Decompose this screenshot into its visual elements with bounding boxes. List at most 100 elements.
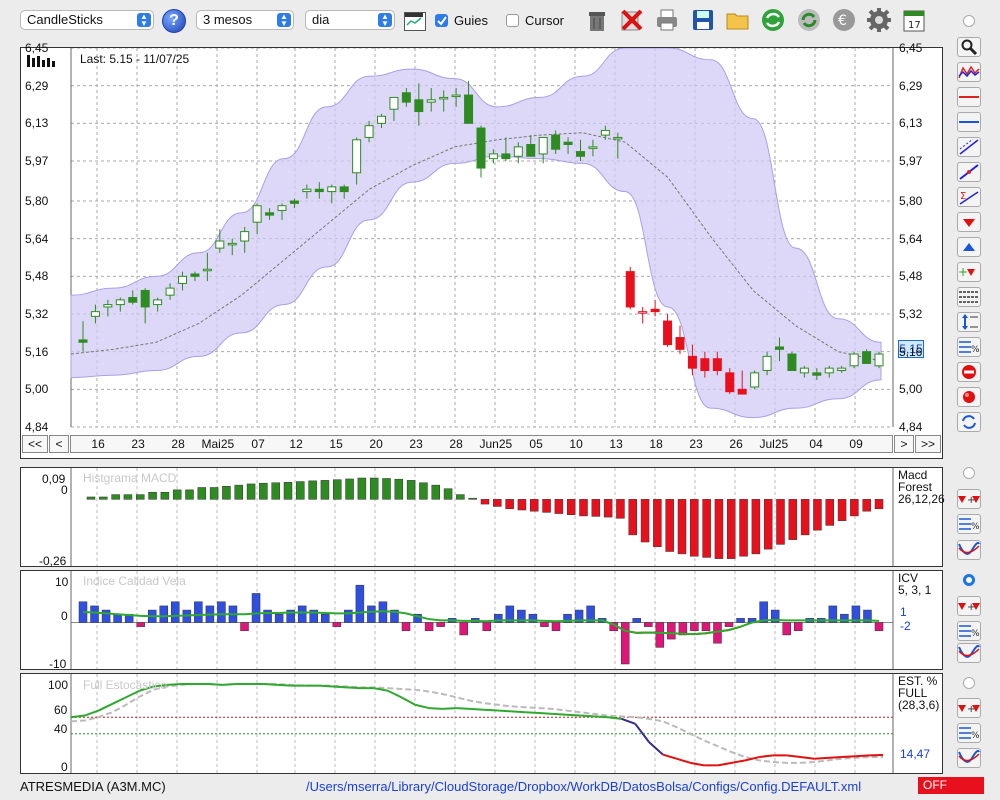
icv-bar [309,609,318,623]
icv-bar [770,609,780,623]
panel-radio-icv[interactable] [963,574,975,586]
icv-bar [782,622,791,636]
nav-last-button[interactable]: >> [915,435,941,453]
chart-window-icon[interactable] [404,12,426,31]
date-tick: 13 [609,437,623,451]
stochastic-signal-line [70,683,883,764]
percent-scale-icon[interactable]: % [957,621,981,641]
stochastic-chart-svg[interactable] [21,674,942,773]
add-signal-icon[interactable]: + [957,262,981,282]
delete-red-x-icon[interactable] [620,8,644,32]
settings-gear-icon[interactable] [867,8,891,32]
icv-legend-line: 5, 3, 1 [898,583,932,597]
indicator-curve-icon[interactable] [957,748,981,768]
icv-bar [482,622,492,632]
help-button[interactable]: ? [162,9,186,33]
trendline-tool-icon[interactable] [957,162,981,182]
icv-bar [355,584,365,623]
candle-body [302,188,312,193]
macd-bar [837,499,847,521]
svg-text:%: % [971,731,979,741]
icv-chart-svg[interactable] [21,571,942,669]
sell-arrow-icon[interactable] [957,212,981,232]
candle-body [265,212,275,216]
compare-chart-icon[interactable] [957,62,981,82]
panel-radio-stochastic[interactable] [963,677,975,689]
date-axis[interactable]: 16 23 28 Mai25 07 12 15 20 23 28 Jun25 05 10 13 18 23 26… [70,435,893,453]
horizontal-line-red-icon[interactable] [957,87,981,107]
panel-radio-macd[interactable] [963,467,975,479]
stochastic-line-segment [277,683,292,687]
price-ytick-right: 6,45 [899,41,923,55]
macd-bar [751,499,761,555]
swap-arrows-icon[interactable] [957,412,981,432]
date-tick: Jul25 [759,437,789,451]
move-panel-icon[interactable]: + [957,489,981,509]
channel-tool-icon[interactable] [957,137,981,157]
macd-bar [394,478,404,500]
macd-bar [505,499,514,510]
chart-type-select[interactable]: CandleSticks ▲ ▼ [20,10,154,30]
candle-body [103,304,113,308]
icv-bar [263,609,272,623]
horizontal-line-blue-icon[interactable] [957,112,981,132]
nav-prev-button[interactable]: < [49,435,69,453]
move-panel-icon[interactable]: + [957,698,981,718]
zoom-icon[interactable] [957,37,981,57]
trash-icon[interactable] [585,8,609,32]
grid-lines-icon[interactable] [957,287,981,307]
macd-bar [271,482,280,500]
period-select[interactable]: 3 mesos ▲ ▼ [196,10,294,30]
macd-legend-line: Macd [898,468,928,482]
interval-select[interactable]: dia ▲ ▼ [305,10,395,30]
percent-scale-icon[interactable]: % [957,514,981,534]
vertical-scale-icon[interactable] [957,312,981,332]
bars-icon[interactable] [27,53,57,70]
candle-body [787,353,797,372]
icv-bar [563,613,572,623]
off-status-indicator[interactable]: OFF [918,777,984,794]
nav-next-button[interactable]: > [894,435,914,453]
nav-first-button[interactable]: << [22,435,48,453]
icv-bar [436,622,445,627]
refresh-icon[interactable] [761,8,785,32]
indicator-curve-icon[interactable] [957,540,981,560]
euro-coin-icon[interactable]: € [832,8,856,32]
candle-body [762,355,772,372]
stochastic-legend-line: EST. % [898,674,938,688]
candle-body [588,146,598,149]
printer-icon[interactable] [655,8,679,32]
buy-arrow-icon[interactable] [957,237,981,257]
macd-bar [800,499,810,536]
candle-body [874,353,884,367]
date-tick: 05 [529,437,543,451]
main-chart-svg[interactable] [21,48,942,433]
fibonacci-tool-icon[interactable]: Σ [957,187,981,207]
svg-text:%: % [971,522,979,532]
icv-bar [840,613,849,623]
sync-icon[interactable] [797,8,821,32]
indicator-curve-icon[interactable] [957,643,981,663]
candle-body [389,96,399,110]
icv-bar [667,622,676,640]
percent-scale-icon[interactable]: % [957,337,981,357]
record-icon[interactable] [957,387,981,407]
cursor-checkbox[interactable] [506,14,519,27]
save-icon[interactable] [691,8,715,32]
icv-bar [101,609,111,623]
percent-scale-icon[interactable]: % [957,723,981,743]
config-path-link[interactable]: /Users/mserra/Library/CloudStorage/Dropb… [306,779,862,794]
stochastic-ytick: 60 [54,703,68,717]
candle-body [526,144,536,157]
forbidden-icon[interactable] [957,362,981,382]
move-panel-icon[interactable]: + [957,596,981,616]
macd-chart-svg[interactable] [21,468,942,566]
calendar-icon[interactable]: 17 [902,8,926,32]
panel-radio-main[interactable] [963,15,975,27]
icv-bar [171,601,180,623]
price-ytick-left: 5,16 [25,344,49,359]
stochastic-line-segment [111,696,127,705]
icv-bar [863,609,872,623]
guides-checkbox[interactable] [435,14,448,27]
open-folder-icon[interactable] [726,8,750,32]
